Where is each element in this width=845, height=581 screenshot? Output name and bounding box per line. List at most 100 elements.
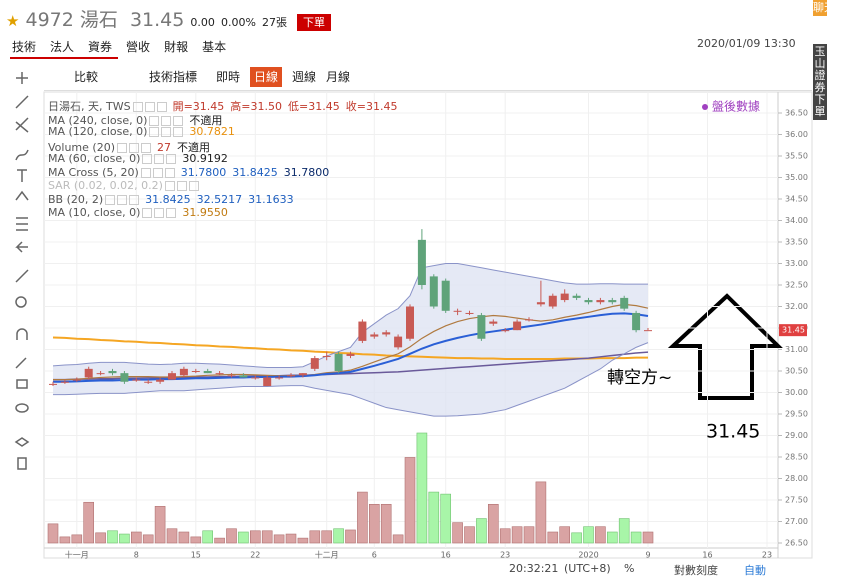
interval[interactable]: 即時 xyxy=(216,70,241,84)
legend-box[interactable] xyxy=(173,127,184,137)
y-tick-label: 28.50 xyxy=(785,453,808,462)
volume-bar xyxy=(285,533,297,544)
auto-toggle[interactable]: 自動 xyxy=(744,564,766,577)
y-tick-label: 36.50 xyxy=(785,109,808,118)
candle-body xyxy=(596,300,605,303)
candle-body xyxy=(417,239,426,285)
legend-box[interactable] xyxy=(105,194,116,205)
compare[interactable]: 比較 xyxy=(74,70,99,84)
legend-box[interactable] xyxy=(166,154,177,164)
legend-box[interactable] xyxy=(141,142,151,153)
legend-box[interactable] xyxy=(161,115,172,126)
legend-box[interactable] xyxy=(149,115,160,126)
legend-box[interactable] xyxy=(129,142,139,153)
candle-body xyxy=(572,295,581,298)
legend-box[interactable] xyxy=(154,208,165,218)
legend-label: Volume (20) xyxy=(48,140,115,154)
price-note: 31.45 xyxy=(706,421,760,443)
volume-bar xyxy=(368,503,380,544)
volume-bar xyxy=(214,537,225,544)
candle-body xyxy=(453,310,462,312)
tab[interactable]: 資券 xyxy=(88,40,113,54)
candle-body xyxy=(489,321,498,324)
candle-body xyxy=(49,383,57,385)
candle-body xyxy=(72,379,81,381)
legend-box[interactable] xyxy=(152,167,163,178)
candle-body xyxy=(334,353,343,371)
chart-toolbar: 比較 技術指標 即時 日線 週線 月線 xyxy=(44,62,812,91)
legend-box[interactable] xyxy=(188,181,199,191)
legend-controls xyxy=(140,152,177,165)
tab[interactable]: 法人 xyxy=(50,40,75,54)
x-tick-label: 15 xyxy=(191,551,201,560)
legend-label: MA (240, close, 0) xyxy=(48,113,148,127)
volume: 27張 xyxy=(261,16,287,29)
legend-box[interactable] xyxy=(142,154,153,164)
volume-bar xyxy=(59,536,71,544)
volume-bar xyxy=(487,503,499,544)
volume-bar xyxy=(499,528,511,544)
legend-box[interactable] xyxy=(173,115,184,126)
legend-row: MA (10, close, 0) 31.9550 xyxy=(48,206,397,220)
y-tick-label: 30.50 xyxy=(785,367,808,376)
volume-bar xyxy=(345,529,356,544)
x-tick-label: 23 xyxy=(762,551,772,560)
candle-body xyxy=(501,330,510,332)
legend-box[interactable] xyxy=(164,181,175,191)
legend-box[interactable] xyxy=(144,102,155,112)
candle-body xyxy=(227,375,236,377)
candle-body xyxy=(132,379,141,381)
legend-label: MA (60, close, 0) xyxy=(48,152,141,165)
side-tab[interactable]: 玉山證券下單 xyxy=(813,44,827,120)
legend-value: 31.7800 xyxy=(283,165,330,179)
legend-value: 不適用 xyxy=(189,113,223,127)
candle-body xyxy=(608,300,617,303)
legend-box[interactable] xyxy=(140,167,151,178)
indicators[interactable]: 技術指標 xyxy=(149,70,198,84)
tab[interactable]: 基本 xyxy=(202,40,227,54)
candle-body xyxy=(441,280,450,311)
legend-box[interactable] xyxy=(117,194,128,205)
tabs: 技術 法人 資券 營收 財報 基本 xyxy=(12,38,240,55)
volume-bar xyxy=(428,491,440,544)
volume-bar xyxy=(273,534,285,544)
indicator-line xyxy=(52,263,648,369)
legend-value: 31.7800 xyxy=(180,165,227,179)
legend-value: 30.7821 xyxy=(189,125,235,138)
legend-box[interactable] xyxy=(154,154,165,164)
volume-bar xyxy=(333,528,344,544)
side-tab[interactable]: 聊天室 xyxy=(813,0,845,16)
legend-box[interactable] xyxy=(161,127,172,137)
legend-box[interactable] xyxy=(166,208,177,218)
order-button[interactable]: 下單 xyxy=(297,14,332,31)
legend-box[interactable] xyxy=(149,127,160,137)
candle-body xyxy=(251,377,260,379)
candle-body xyxy=(60,381,69,383)
legend-box[interactable] xyxy=(142,208,153,218)
log-toggle[interactable]: 對數刻度 xyxy=(674,564,718,577)
candle-body xyxy=(548,295,557,307)
tab[interactable]: 營收 xyxy=(126,40,151,54)
legend-box[interactable] xyxy=(176,181,187,191)
price: 31.45 xyxy=(129,9,185,31)
tab[interactable]: 技術 xyxy=(12,40,37,54)
candle-body xyxy=(644,330,652,332)
star[interactable]: ★ xyxy=(6,12,20,30)
legend-box[interactable] xyxy=(156,102,167,112)
candle-body xyxy=(370,334,379,337)
tab[interactable]: 財報 xyxy=(164,40,189,54)
candle-body xyxy=(358,321,367,341)
interval[interactable]: 月線 xyxy=(326,70,351,84)
legend-box[interactable] xyxy=(132,102,143,112)
interval[interactable]: 日線 xyxy=(250,67,283,87)
legend-box[interactable] xyxy=(164,167,175,178)
interval[interactable]: 週線 xyxy=(292,70,317,84)
legend-value: 31.9550 xyxy=(182,206,228,219)
percent-toggle[interactable]: % xyxy=(624,562,635,575)
candle-body xyxy=(239,375,248,378)
candle-body xyxy=(275,377,284,379)
legend-box[interactable] xyxy=(117,142,127,153)
stock-code: 4972 xyxy=(25,9,74,31)
y-tick-label: 30.00 xyxy=(785,388,808,397)
legend-box[interactable] xyxy=(129,194,140,205)
